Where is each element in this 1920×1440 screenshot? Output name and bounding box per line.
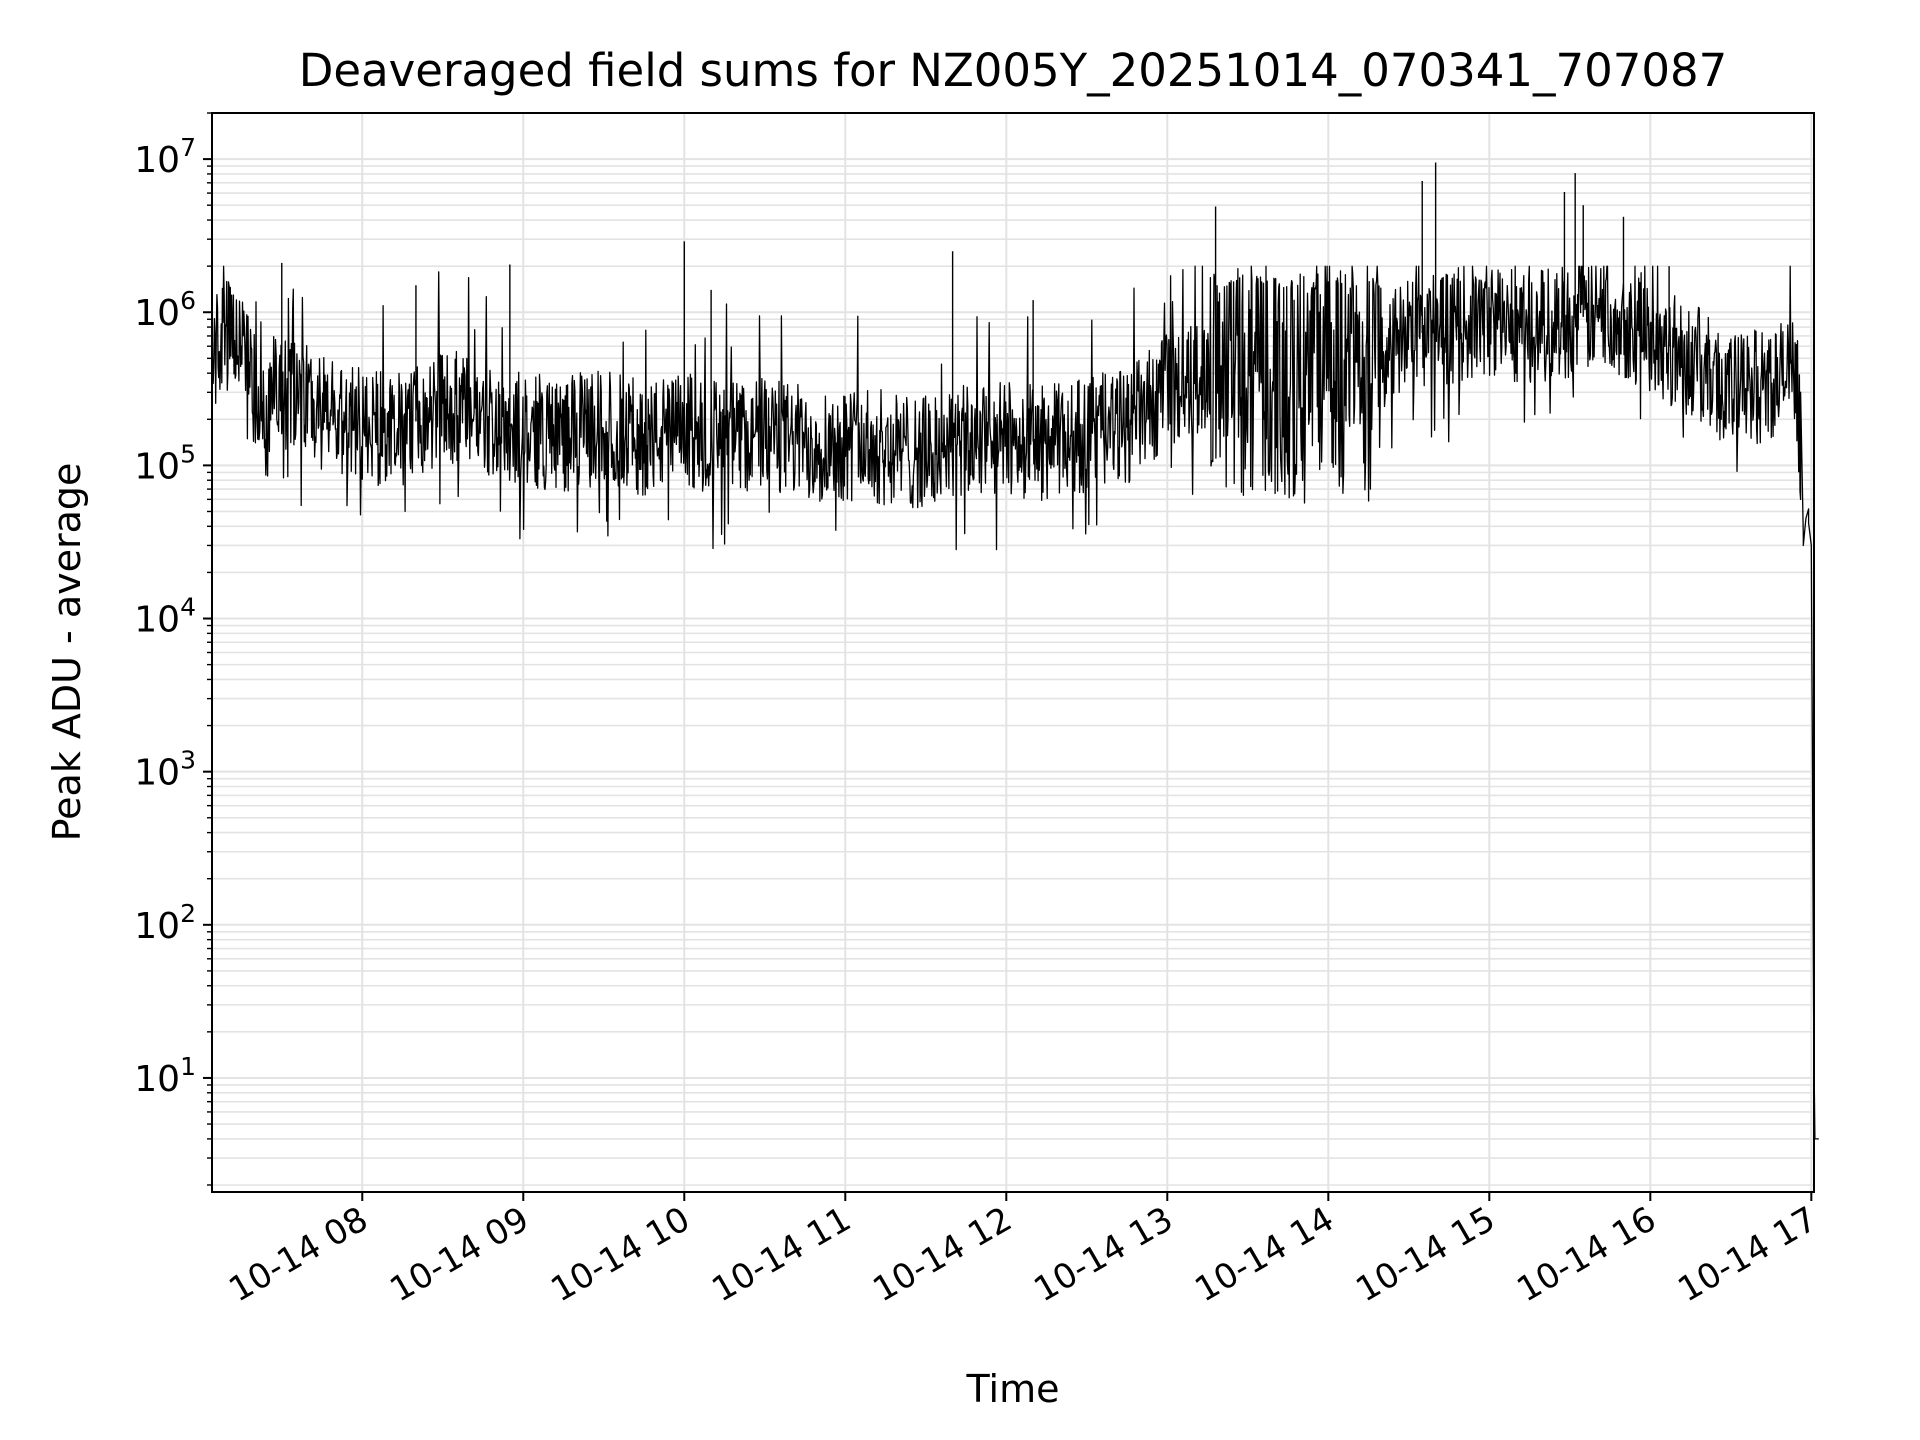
y-tick-label: 107 (134, 133, 196, 181)
y-tick-label: 105 (134, 439, 196, 487)
grid-layer (212, 112, 1814, 1192)
x-axis-label: Time (966, 1367, 1060, 1411)
y-tick-label: 106 (134, 286, 196, 334)
y-tick-label: 101 (134, 1052, 196, 1100)
chart-title: Deaveraged field sums for NZ005Y_2025101… (299, 44, 1728, 97)
series-line (211, 265, 1819, 1140)
y-tick-label: 102 (134, 899, 196, 947)
y-axis-label: Peak ADU - average (45, 463, 89, 842)
line-layer (211, 162, 1819, 1140)
y-tick-label: 103 (134, 746, 196, 794)
y-tick-label: 104 (134, 593, 196, 641)
